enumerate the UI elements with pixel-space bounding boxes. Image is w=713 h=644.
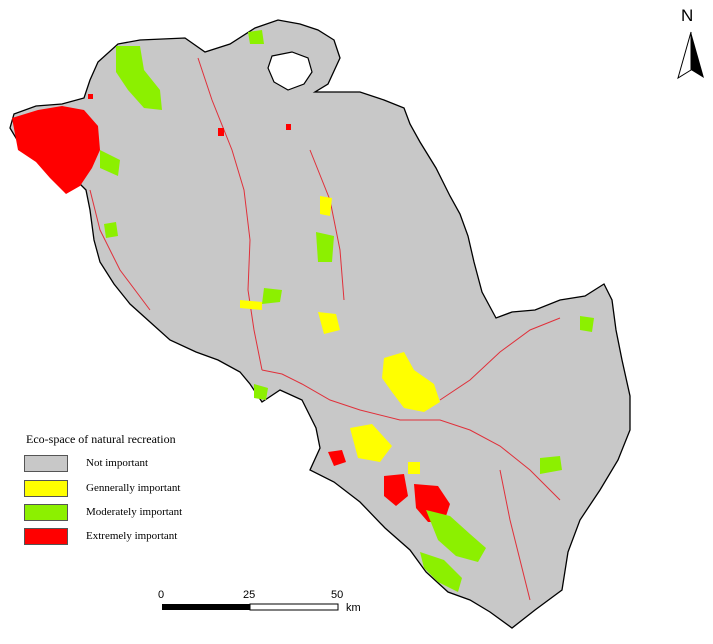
scale-tick-label: 25 [243, 589, 256, 601]
legend-item-not-important: Not important [24, 454, 148, 472]
north-arrow-right-half [691, 32, 704, 78]
legend-label: Gennerally important [86, 482, 181, 494]
route-line [261, 369, 561, 501]
legend-swatch [24, 527, 68, 545]
legend-swatch [24, 503, 68, 521]
route-line [499, 469, 531, 601]
moderate-zone-southeast-belt [426, 510, 486, 562]
generally-important-zones [240, 196, 440, 474]
legend-item-generally-important: Gennerally important [24, 479, 180, 497]
moderate-zone-west [100, 150, 120, 176]
moderate-zone-north [116, 46, 162, 110]
extreme-zone-south-east [414, 484, 450, 522]
extreme-zone-small [218, 128, 224, 136]
general-zone-south [350, 424, 392, 462]
scale-bar [162, 603, 339, 611]
extreme-zone-small [286, 124, 291, 130]
route-line [89, 189, 151, 311]
moderate-zone-center [262, 288, 282, 304]
moderately-important-zones [100, 30, 594, 592]
scale-unit-label: km [346, 602, 361, 614]
legend-label: Extremely important [86, 530, 178, 542]
scale-segment-black [162, 604, 250, 610]
scale-segment-white [249, 603, 339, 611]
route-line [197, 57, 263, 371]
moderate-zone-center-north [316, 232, 334, 262]
legend-title: Eco-space of natural recreation [26, 432, 176, 446]
legend-item-moderately-important: Moderately important [24, 503, 182, 521]
north-arrow [677, 31, 704, 80]
moderate-zone-north-2 [248, 30, 264, 44]
legend-item-extremely-important: Extremely important [24, 527, 177, 545]
legend-label: Moderately important [86, 506, 183, 518]
study-area-polygon [9, 19, 631, 629]
extreme-zone-south [384, 474, 408, 506]
moderate-zone-far-east [580, 316, 594, 332]
legend-label: Not important [86, 457, 149, 469]
route-line [309, 149, 345, 301]
excluded-area [267, 51, 313, 91]
general-zone-south-east [408, 462, 420, 474]
moderate-zone-west-2 [104, 222, 118, 238]
legend-swatch [24, 479, 68, 497]
route-lines [89, 57, 561, 601]
scale-tick-label: 50 [331, 589, 344, 601]
moderate-zone-east [540, 456, 562, 474]
general-zone-center [382, 352, 440, 412]
general-zone-west [240, 300, 262, 310]
extreme-zone-small [88, 94, 93, 99]
legend-swatch [24, 454, 68, 472]
general-zone-center-north [320, 196, 332, 216]
extreme-zone-southwest [328, 450, 346, 466]
north-arrow-left-half [677, 31, 692, 80]
moderate-zone-south-tip [420, 552, 462, 592]
route-line [439, 317, 561, 401]
scale-tick-label: 0 [158, 589, 165, 601]
moderate-zone-southwest [254, 384, 268, 400]
general-zone-middle [318, 312, 340, 334]
north-label: N [681, 6, 694, 25]
extreme-zone-northwest [12, 106, 100, 194]
